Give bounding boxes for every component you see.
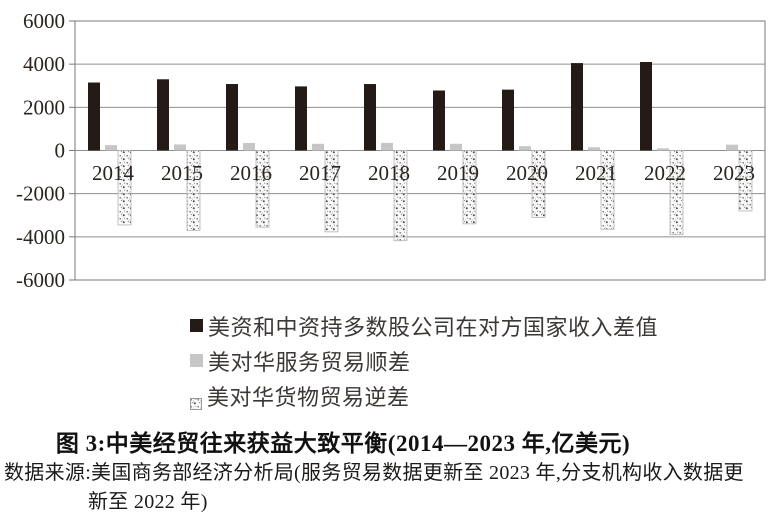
svg-text:2017: 2017: [299, 161, 341, 185]
chart-legend: 美资和中资持多数股公司在对方国家收入差值 美对华服务贸易顺差 美对华货物贸易逆差: [190, 314, 658, 419]
legend-swatch-income-icon: [190, 319, 203, 332]
legend-item: 美资和中资持多数股公司在对方国家收入差值: [190, 314, 658, 340]
legend-label-goods: 美对华货物贸易逆差: [207, 384, 410, 410]
svg-text:0: 0: [55, 139, 66, 163]
svg-text:2021: 2021: [575, 161, 617, 185]
legend-label-services: 美对华服务贸易顺差: [208, 349, 411, 375]
svg-text:2019: 2019: [437, 161, 479, 185]
svg-text:2023: 2023: [713, 161, 755, 185]
legend-item: 美对华货物贸易逆差: [190, 384, 658, 410]
svg-text:2022: 2022: [644, 161, 686, 185]
legend-label-income: 美资和中资持多数股公司在对方国家收入差值: [208, 314, 659, 340]
bar-chart: 6000 4000 2000 0 -2000 -4000 -6000 2014 2015 2016…: [16, 9, 766, 292]
svg-text:-4000: -4000: [16, 225, 65, 249]
legend-item: 美对华服务贸易顺差: [190, 349, 658, 375]
figure-source: 数据来源:美国商务部经济分析局(服务贸易数据更新至 2023 年,分支机构收入数…: [4, 459, 783, 517]
source-line-2: 新至 2022 年): [88, 491, 208, 513]
svg-text:2016: 2016: [230, 161, 272, 185]
legend-swatch-services-icon: [190, 354, 203, 367]
svg-text:-2000: -2000: [16, 182, 65, 206]
svg-text:2018: 2018: [368, 161, 410, 185]
svg-text:2014: 2014: [92, 161, 135, 185]
svg-text:2015: 2015: [161, 161, 203, 185]
svg-text:2020: 2020: [506, 161, 548, 185]
svg-text:6000: 6000: [23, 9, 65, 33]
svg-text:2000: 2000: [23, 95, 65, 119]
figure-title: 图 3:中美经贸往来获益大致平衡(2014—2023 年,亿美元): [55, 431, 631, 456]
svg-text:-6000: -6000: [16, 268, 65, 292]
legend-swatch-goods-icon: [190, 390, 202, 410]
source-line-1: 数据来源:美国商务部经济分析局(服务贸易数据更新至 2023 年,分支机构收入数…: [4, 462, 744, 484]
svg-text:4000: 4000: [23, 52, 65, 76]
